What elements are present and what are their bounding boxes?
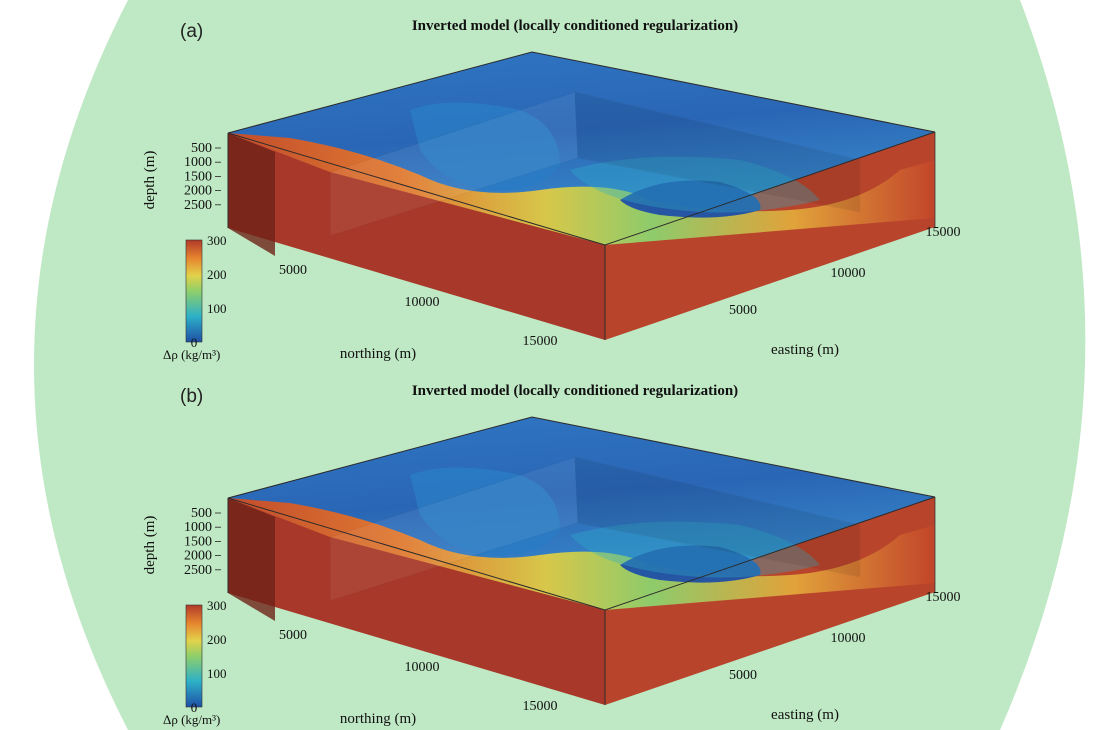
northing-axis-label: northing (m) <box>340 346 416 362</box>
depth-tick-label: 500 <box>191 506 212 521</box>
colorbar-label: Δρ (kg/m³) <box>163 347 220 362</box>
depth-axis-label: depth (m) <box>142 151 158 210</box>
block-right-face <box>605 497 935 705</box>
depth-tick-label: 1500 <box>184 169 212 184</box>
colorbar-gradient <box>185 604 203 708</box>
depth-tick-label: 2500 <box>184 563 212 578</box>
colorbar-label: Δρ (kg/m³) <box>163 712 220 727</box>
northing-axis: 5000 10000 15000 northing (m) <box>279 263 558 362</box>
block-top-back-edges <box>227 416 936 499</box>
colorbar: 0 100 200 300 Δρ (kg/m³) <box>163 598 227 727</box>
colorbar-tick-label: 0 <box>191 335 198 350</box>
low-density-body-west <box>410 467 560 556</box>
colorbar-tick-label: 100 <box>207 666 227 681</box>
northing-tick-label: 10000 <box>405 295 440 310</box>
easting-tick-label: 10000 <box>831 266 866 281</box>
easting-tick-label: 15000 <box>926 225 961 240</box>
low-density-body-east <box>620 545 761 583</box>
depth-tick-label: 2000 <box>184 549 212 564</box>
colorbar-tick-label: 300 <box>207 598 227 613</box>
colorbar: 0 100 200 300 Δρ (kg/m³) <box>163 233 227 362</box>
block-top-face <box>228 417 935 610</box>
block-end-shadow <box>228 498 275 621</box>
transition-zone <box>570 156 820 213</box>
depth-tick-label: 2500 <box>184 198 212 213</box>
easting-tick-label: 15000 <box>926 590 961 605</box>
easting-axis-label: easting (m) <box>771 342 839 358</box>
northing-tick-label: 5000 <box>279 263 307 278</box>
basin-section <box>228 498 935 610</box>
colorbar-tick-label: 200 <box>207 632 227 647</box>
block-model-svg: Inverted model (locally conditioned regu… <box>142 18 961 362</box>
colorbar-tick-label: 300 <box>207 233 227 248</box>
block-left-face <box>228 133 605 340</box>
panel-a: Inverted model (locally conditioned regu… <box>142 18 961 362</box>
depth-tick-label: 1000 <box>184 520 212 535</box>
panel-title: Inverted model (locally conditioned regu… <box>412 383 738 399</box>
northing-tick-label: 15000 <box>523 699 558 714</box>
panel-title: Inverted model (locally conditioned regu… <box>412 18 738 34</box>
colorbar-tick-label: 0 <box>191 700 198 715</box>
low-density-body-east <box>620 180 761 218</box>
block-right-face <box>605 132 935 340</box>
block-top-back-edges <box>227 51 936 134</box>
depth-axis-label: depth (m) <box>142 516 158 575</box>
colorbar-tick-label: 100 <box>207 301 227 316</box>
colorbar-gradient <box>185 239 203 343</box>
colorbar-tick-label: 200 <box>207 267 227 282</box>
northing-tick-label: 10000 <box>405 660 440 675</box>
northing-axis-label: northing (m) <box>340 711 416 727</box>
block-model-svg: Inverted model (locally conditioned regu… <box>142 383 961 727</box>
depth-tick-label: 1500 <box>184 534 212 549</box>
depth-tick-label: 2000 <box>184 184 212 199</box>
northing-axis: 5000 10000 15000 northing (m) <box>279 628 558 727</box>
northing-tick-label: 5000 <box>279 628 307 643</box>
depth-tick-label: 500 <box>191 141 212 156</box>
basin-section <box>228 133 935 245</box>
easting-tick-label: 5000 <box>729 303 757 318</box>
slice-plane-north <box>329 456 579 602</box>
block-top-face <box>228 52 935 245</box>
panel-label: (a) <box>180 21 203 42</box>
easting-tick-label: 5000 <box>729 668 757 683</box>
transition-zone <box>570 521 820 578</box>
block-left-face <box>228 498 605 705</box>
slice-plane-north <box>329 91 579 237</box>
depth-tick-label: 1000 <box>184 155 212 170</box>
easting-tick-label: 10000 <box>831 631 866 646</box>
block-end-shadow <box>228 133 275 256</box>
low-density-body-west <box>410 102 560 191</box>
easting-axis-label: easting (m) <box>771 707 839 723</box>
easting-axis: 5000 10000 15000 easting (m) <box>729 590 961 723</box>
easting-axis: 5000 10000 15000 easting (m) <box>729 225 961 358</box>
panel-b: Inverted model (locally conditioned regu… <box>0 365 1120 730</box>
northing-tick-label: 15000 <box>523 334 558 349</box>
panel-label: (b) <box>180 386 203 407</box>
